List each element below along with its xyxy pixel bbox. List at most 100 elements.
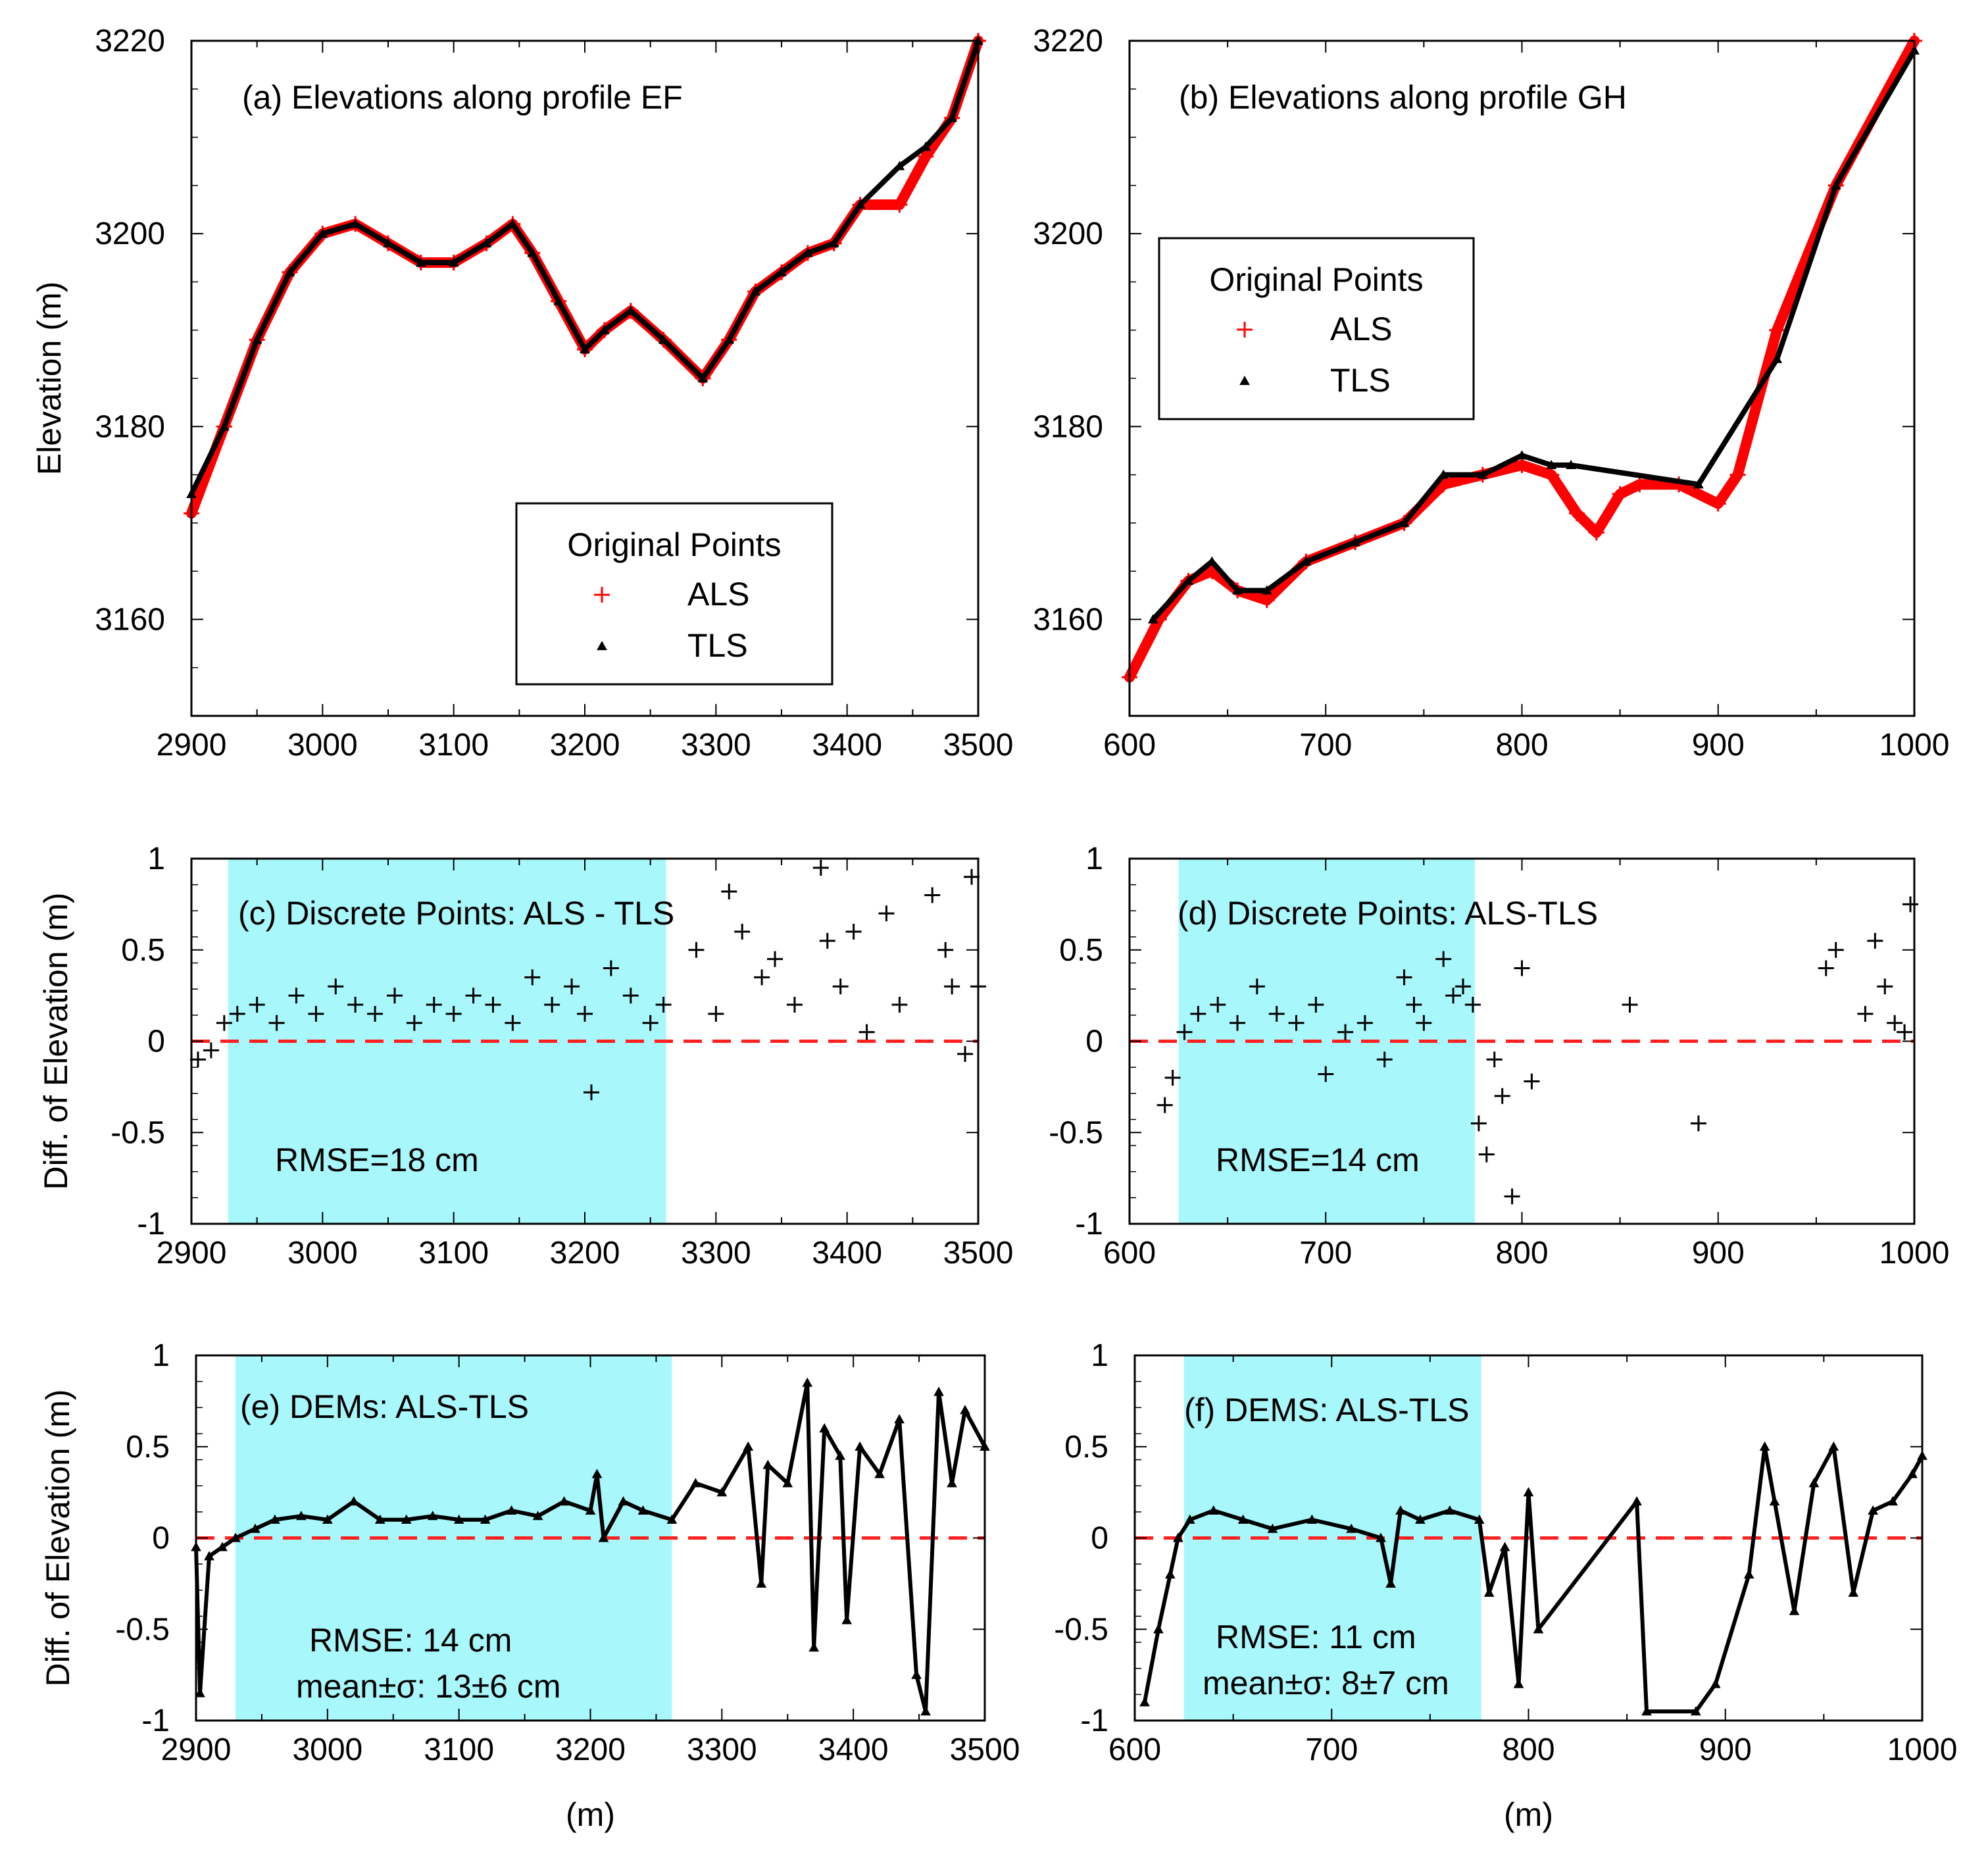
- panel-title: (c) Discrete Points: ALS - TLS: [238, 895, 674, 932]
- data-point-0: [1156, 1097, 1173, 1113]
- data-point-19: [591, 1469, 603, 1478]
- data-point-20: [1464, 997, 1481, 1013]
- x-tick-label: 800: [1495, 728, 1548, 763]
- legend-label: ALS: [687, 576, 750, 613]
- data-point-21: [618, 1496, 629, 1506]
- y-tick-label: -0.5: [1049, 1115, 1103, 1150]
- legend-label: TLS: [687, 627, 748, 664]
- x-tick-label: 3200: [550, 1236, 620, 1271]
- data-point-32: [1868, 1505, 1879, 1515]
- data-point-11: [1514, 457, 1530, 473]
- data-point-13: [426, 997, 442, 1013]
- legend-box: [1158, 237, 1475, 420]
- data-point-14: [599, 324, 610, 334]
- data-point-23: [603, 960, 619, 976]
- data-point-20: [598, 1532, 609, 1542]
- data-point-34: [1907, 1469, 1918, 1478]
- data-point-27: [688, 942, 705, 958]
- data-point-18: [1445, 988, 1462, 1004]
- data-point-15: [1830, 180, 1841, 189]
- data-point-22: [1478, 1146, 1495, 1163]
- data-point-20: [1533, 1624, 1544, 1634]
- data-point-31: [1827, 942, 1844, 958]
- data-point-33: [835, 1450, 846, 1460]
- data-point-25: [642, 1015, 659, 1031]
- series-line: [194, 1380, 987, 1714]
- data-point-26: [947, 113, 957, 122]
- y-tick-label: 0: [147, 1024, 165, 1059]
- data-point-25: [920, 141, 932, 151]
- data-point-34: [1877, 978, 1893, 995]
- data-point-1: [218, 421, 230, 431]
- legend-box: [515, 502, 833, 686]
- data-point-4: [1261, 585, 1272, 595]
- data-point-9: [1478, 469, 1488, 479]
- data-point-6: [1237, 1514, 1249, 1524]
- panel-title: (a) Elevations along profile EF: [242, 79, 683, 116]
- x-axis-label: (m): [566, 1796, 615, 1833]
- data-point-11: [527, 247, 538, 257]
- data-point-30: [1828, 1441, 1839, 1451]
- panel-title: (f) DEMS: ALS-TLS: [1184, 1392, 1469, 1428]
- data-point-21: [1470, 1115, 1487, 1132]
- x-tick-label: 800: [1495, 1236, 1548, 1271]
- data-point-9: [348, 1496, 359, 1506]
- y-tick-label: -1: [137, 1207, 165, 1242]
- data-point-0: [1139, 1697, 1150, 1707]
- x-tick-label: 3000: [287, 1236, 358, 1271]
- data-point-6: [288, 988, 305, 1004]
- plot-frame: [1128, 857, 1916, 1225]
- data-point-2: [216, 1015, 232, 1031]
- data-point-6: [270, 1514, 280, 1524]
- x-tick-label: 3500: [943, 1236, 1014, 1271]
- panel-annotation: mean±σ: 13±6 cm: [296, 1668, 561, 1705]
- legend-entry-als: ALS: [594, 576, 750, 613]
- series-als-tls: [191, 1377, 990, 1716]
- legend-entry-tls: TLS: [1239, 362, 1391, 399]
- data-point-27: [1524, 1073, 1540, 1090]
- x-tick-label: 3500: [943, 728, 1014, 763]
- panel-title: (b) Elevations along profile GH: [1179, 79, 1627, 116]
- data-point-21: [577, 1005, 593, 1022]
- data-point-19: [1455, 978, 1472, 995]
- data-point-22: [1641, 1706, 1652, 1716]
- data-point-0: [1239, 375, 1250, 386]
- data-point-6: [1350, 537, 1360, 547]
- x-tick-label: 3100: [418, 728, 489, 763]
- y-tick-label: 0.5: [1064, 1430, 1108, 1465]
- panel-title: (d) Discrete Points: ALS-TLS: [1178, 895, 1598, 932]
- data-point-2: [1206, 556, 1218, 566]
- legend-entry-tls: TLS: [597, 627, 748, 664]
- series-line: [189, 38, 981, 497]
- x-tick-label: 900: [1692, 1236, 1745, 1271]
- data-point-33: [1867, 932, 1883, 949]
- data-point-8: [1438, 469, 1449, 479]
- data-point-29: [721, 883, 737, 899]
- data-point-20: [776, 266, 787, 276]
- y-tick-label: 0: [152, 1521, 170, 1556]
- x-tick-label: 600: [1108, 1732, 1161, 1767]
- data-point-13: [1415, 1514, 1426, 1524]
- y-tick-label: 3200: [1033, 216, 1103, 251]
- x-tick-label: 3000: [292, 1732, 362, 1767]
- y-tick-label: 1: [1091, 1338, 1108, 1373]
- data-point-2: [1165, 1569, 1176, 1579]
- y-axis-label: Diff. of Elevation (m): [37, 892, 74, 1190]
- data-point-10: [367, 1005, 384, 1022]
- data-point-17: [697, 372, 708, 383]
- x-tick-label: 3000: [287, 728, 358, 763]
- data-point-24: [1494, 1088, 1510, 1104]
- data-point-23: [1486, 1051, 1503, 1068]
- data-point-28: [1622, 997, 1638, 1013]
- data-point-31: [1848, 1587, 1859, 1597]
- data-point-18: [724, 334, 735, 344]
- panel-e: 2900 3000 3100 3200 3300 3400 3500 -1 -0.5 0 0.5 1 (…: [39, 1338, 1020, 1833]
- data-point-5: [1301, 556, 1312, 566]
- y-tick-label: 1: [152, 1338, 170, 1373]
- panel-annotation: mean±σ: 8±7 cm: [1203, 1665, 1449, 1701]
- data-point-41: [947, 1478, 957, 1488]
- data-point-23: [1691, 1706, 1701, 1716]
- data-point-36: [1897, 1024, 1913, 1040]
- data-point-7: [296, 1511, 307, 1521]
- y-tick-label: 1: [1085, 842, 1103, 876]
